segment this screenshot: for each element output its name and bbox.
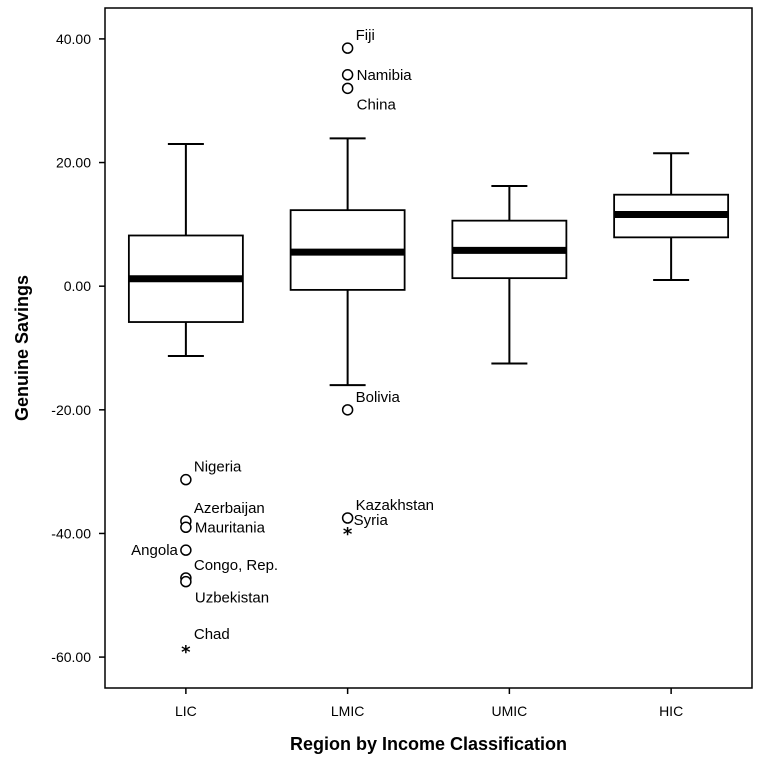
outlier-marker [341,404,354,416]
box-umic [451,185,568,365]
outlier-marker [180,473,192,486]
box-lmic [289,137,406,387]
outlier-label: Angola [131,542,178,559]
outlier-mauritania: Mauritania [180,519,266,536]
box-series [127,137,730,387]
y-tick-label: -20.00 [51,402,91,418]
x-axis: LIC LMIC UMIC HIC [175,688,683,719]
y-tick-label: 20.00 [56,155,91,171]
outlier-bolivia: Bolivia [341,389,401,416]
x-axis-title: Region by Income Classification [290,734,567,754]
x-tick-label: LIC [175,703,197,719]
outlier-fiji: Fiji [341,27,375,54]
outlier-label: Nigeria [194,459,242,476]
outlier-marker [341,69,354,81]
outlier-marker [341,512,354,524]
outlier-marker [180,575,192,588]
y-axis-title: Genuine Savings [12,275,32,421]
x-tick-label: HIC [659,703,683,719]
outlier-marker [341,82,354,95]
x-tick-label: UMIC [491,703,527,719]
outlier-nigeria: Nigeria [180,459,242,486]
y-tick-label: -40.00 [51,525,91,541]
outlier-label: Syria [354,512,389,529]
outlier-label: Uzbekistan [195,590,269,607]
outlier-label: Kazakhstan [356,497,434,514]
y-axis: 40.00 20.00 0.00 -20.00 -40.00 -60.00 [51,31,105,665]
outlier-marker [180,521,192,534]
outlier-syria: *Syria [343,512,389,545]
y-tick-label: -60.00 [51,649,91,665]
outlier-label: Congo, Rep. [194,557,278,574]
outlier-label: Namibia [357,67,413,84]
outlier-marker [180,544,192,556]
outlier-chad: *Chad [181,626,230,663]
outlier-angola: Angola [131,542,192,559]
outlier-kazakhstan: Kazakhstan [341,497,434,524]
outlier-namibia: Namibia [341,67,413,84]
outlier-label: Azerbaijan [194,500,265,517]
outlier-marker [341,42,354,54]
extreme-marker: * [181,642,191,663]
outlier-uzbekistan: Uzbekistan [180,575,269,607]
y-tick-label: 40.00 [56,31,91,47]
outlier-label: Bolivia [356,389,401,406]
box-hic [613,152,730,281]
plot-area-frame [104,7,753,689]
outlier-label: Fiji [356,27,375,44]
y-tick-label: 0.00 [64,278,91,294]
box-lic [127,143,244,358]
outlier-series: FijiNamibiaChinaBoliviaKazakhstan*SyriaN… [131,27,434,663]
outlier-china: China [341,82,397,113]
outlier-label: China [357,96,397,113]
outlier-label: Mauritania [195,519,266,536]
outlier-label: Chad [194,626,230,643]
x-tick-label: LMIC [331,703,364,719]
extreme-marker: * [343,524,353,545]
